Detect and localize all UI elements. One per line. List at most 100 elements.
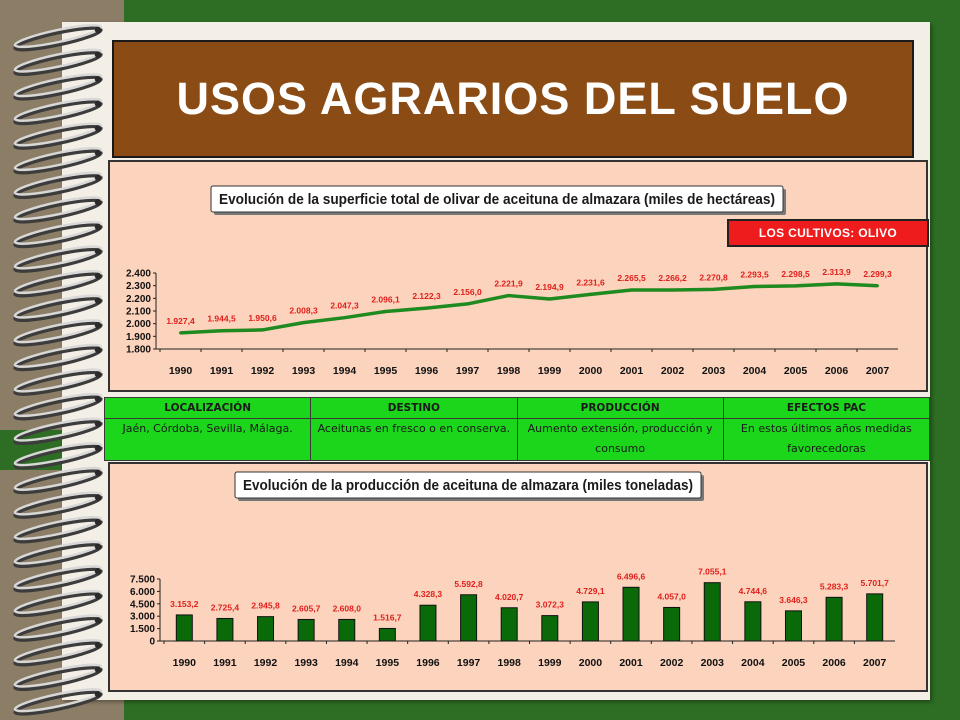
- data-label: 4.328,3: [414, 589, 443, 599]
- spiral-ring-icon: [13, 614, 103, 642]
- data-label: 2.047,3: [330, 301, 359, 311]
- data-label: 2.298,5: [781, 269, 810, 279]
- data-label: 2.008,3: [289, 306, 318, 316]
- chart-title-box: [234, 471, 702, 499]
- x-tick-label: 2004: [741, 657, 765, 669]
- spiral-ring-icon: [13, 515, 103, 544]
- x-tick-label: 2005: [782, 657, 806, 669]
- x-tick-label: 2002: [660, 657, 684, 669]
- page-title: USOS AGRARIOS DEL SUELO: [176, 73, 850, 124]
- y-tick-label: 7.500: [130, 575, 155, 586]
- cell-efectos-pac: En estos últimos años medidas favorecedo…: [722, 418, 931, 461]
- x-tick-label: 1991: [213, 657, 237, 669]
- y-tick-label: 1.800: [126, 345, 151, 356]
- spiral-rings-icon: [13, 23, 103, 716]
- y-tick-label: 2.400: [126, 269, 151, 280]
- x-tick-label: 2006: [825, 365, 849, 377]
- x-tick-label: 2007: [863, 657, 887, 669]
- header-produccion: PRODUCCIÓN: [516, 397, 724, 419]
- data-label: 2.221,9: [494, 279, 523, 289]
- data-label: 2.725,4: [211, 602, 240, 612]
- info-table: LOCALIZACIÓN DESTINO PRODUCCIÓN EFECTOS …: [103, 397, 931, 461]
- x-tick-label: 2000: [579, 365, 603, 377]
- title-box: USOS AGRARIOS DEL SUELO: [112, 40, 914, 158]
- data-point: [220, 329, 223, 333]
- bar: [622, 586, 640, 642]
- data-label: 2.270,8: [699, 272, 728, 282]
- spiral-ring-icon: [13, 97, 103, 126]
- data-point: [671, 288, 674, 292]
- bar: [784, 610, 802, 642]
- x-tick-label: 2005: [784, 365, 808, 377]
- x-tick-label: 2006: [822, 657, 846, 669]
- chart-title: Evolución de la superficie total de oliv…: [219, 192, 775, 208]
- cell-produccion: Aumento extensión, producción y consumo: [516, 418, 724, 461]
- data-point: [794, 284, 797, 288]
- spiral-ring-icon: [13, 196, 103, 224]
- bar: [297, 618, 315, 642]
- bar: [216, 617, 234, 642]
- bar: [703, 582, 721, 642]
- chart-title: Evolución de la producción de aceituna d…: [243, 478, 693, 494]
- data-point: [630, 288, 633, 292]
- x-tick-label: 1995: [376, 657, 400, 669]
- spiral-ring-icon: [13, 491, 103, 519]
- y-tick-label: 0: [149, 637, 155, 648]
- bar: [541, 615, 559, 642]
- spiral-ring-icon: [13, 245, 103, 273]
- spiral-ring-icon: [13, 146, 103, 175]
- data-point: [343, 316, 346, 320]
- spiral-ring-icon: [13, 171, 103, 200]
- spiral-ring-icon: [13, 269, 103, 298]
- x-tick-label: 2007: [866, 365, 890, 377]
- bar: [338, 618, 356, 642]
- x-tick-label: 1997: [457, 657, 481, 669]
- spiral-ring-icon: [13, 343, 103, 372]
- data-label: 6.496,6: [617, 571, 646, 581]
- data-point: [753, 284, 756, 288]
- data-label: 2.313,9: [822, 267, 851, 277]
- x-tick-label: 1994: [335, 657, 359, 669]
- x-tick-label: 1991: [210, 365, 234, 377]
- x-tick-label: 2001: [619, 657, 643, 669]
- x-tick-label: 1999: [538, 657, 562, 669]
- spiral-ring-icon: [13, 417, 103, 446]
- bar: [866, 593, 884, 642]
- spiral-ring-icon: [13, 442, 103, 470]
- bar: [460, 594, 478, 642]
- spiral-ring-icon: [13, 392, 103, 421]
- data-label: 1.927,4: [166, 316, 195, 326]
- y-tick-label: 2.000: [126, 319, 151, 330]
- spiral-ring-icon: [13, 23, 103, 52]
- x-tick-label: 1994: [333, 365, 357, 377]
- crop-badge-label: LOS CULTIVOS: OLIVO: [758, 226, 898, 240]
- y-tick-label: 6.000: [130, 587, 155, 598]
- data-point: [261, 328, 264, 332]
- surface-line-chart-svg: Evolución de la superficie total de oliv…: [126, 185, 898, 377]
- production-bar-chart-svg: Evolución de la producción de aceituna d…: [130, 471, 895, 669]
- crop-badge: LOS CULTIVOS: OLIVO: [727, 219, 929, 247]
- data-label: 2.265,5: [617, 273, 646, 283]
- data-label: 5.592,8: [454, 579, 483, 589]
- header-efectos-pac: EFECTOS PAC: [722, 397, 931, 419]
- data-label: 1.944,5: [207, 314, 236, 324]
- data-label: 2.096,1: [371, 294, 400, 304]
- data-label: 2.945,8: [251, 601, 280, 611]
- spiral-ring-icon: [13, 638, 103, 667]
- x-tick-label: 1996: [416, 657, 440, 669]
- data-point: [589, 292, 592, 296]
- data-label: 2.266,2: [658, 273, 687, 283]
- x-tick-label: 1992: [254, 657, 278, 669]
- x-tick-label: 1990: [173, 657, 197, 669]
- y-tick-label: 1.500: [130, 624, 155, 635]
- bar: [257, 616, 275, 642]
- data-label: 3.646,3: [779, 595, 808, 605]
- x-tick-label: 1997: [456, 365, 480, 377]
- x-tick-label: 2003: [701, 657, 725, 669]
- data-label: 2.194,9: [535, 282, 564, 292]
- chart-title-box: [210, 185, 784, 213]
- x-tick-label: 2003: [702, 365, 726, 377]
- data-point: [302, 321, 305, 325]
- bar: [175, 614, 193, 642]
- x-tick-label: 1998: [497, 365, 521, 377]
